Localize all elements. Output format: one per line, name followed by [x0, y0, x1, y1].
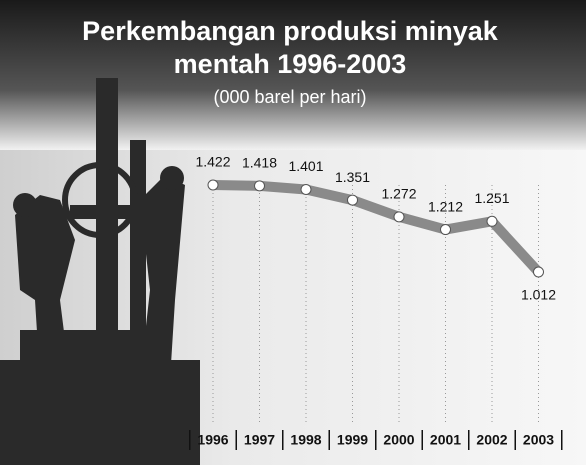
point: [208, 180, 218, 190]
point: [255, 181, 265, 191]
point: [348, 195, 358, 205]
value-label: 1.351: [335, 169, 370, 185]
x-tick-label: 2003: [523, 432, 554, 448]
point: [394, 212, 404, 222]
point: [534, 267, 544, 277]
x-tick-label: 2001: [430, 432, 461, 448]
x-tick-label: 2000: [383, 432, 414, 448]
value-label: 1.251: [474, 190, 509, 206]
value-label: 1.418: [242, 155, 277, 171]
point: [441, 225, 451, 235]
x-tick-label: 1998: [290, 432, 321, 448]
value-label: 1.272: [381, 186, 416, 202]
point: [487, 216, 497, 226]
chart-title: Perkembangan produksi minyak: [82, 16, 499, 46]
point: [301, 184, 311, 194]
value-label: 1.212: [428, 198, 463, 214]
value-label: 1.012: [521, 287, 556, 303]
x-tick-label: 1999: [337, 432, 368, 448]
value-label: 1.422: [195, 154, 230, 170]
chart-subtitle: (000 barel per hari): [213, 87, 366, 107]
chart-title: mentah 1996-2003: [174, 49, 407, 79]
x-tick-label: 1996: [197, 432, 228, 448]
value-label: 1.401: [288, 158, 323, 174]
x-tick-label: 2002: [476, 432, 507, 448]
chart: Perkembangan produksi minyak mentah 1996…: [0, 0, 586, 465]
x-tick-label: 1997: [244, 432, 275, 448]
